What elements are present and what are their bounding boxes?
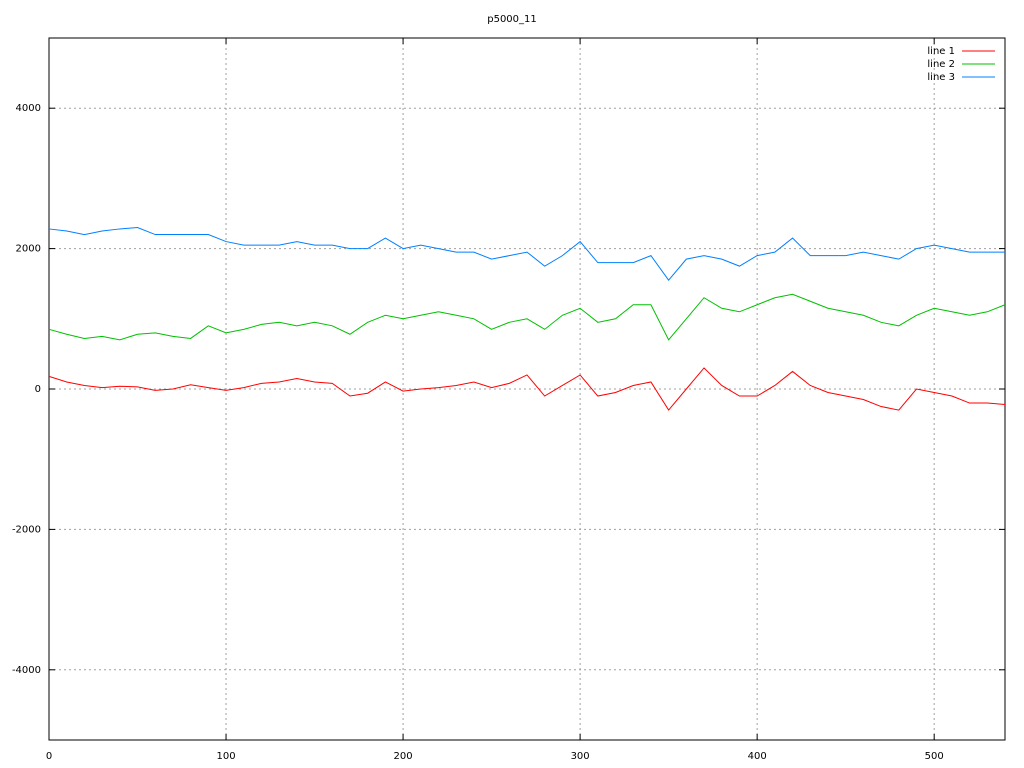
x-tick-label: 100 — [216, 751, 235, 762]
legend-label: line 1 — [927, 46, 955, 57]
x-tick-label: 0 — [46, 751, 52, 762]
y-tick-label: 4000 — [16, 103, 41, 114]
x-tick-label: 200 — [394, 751, 413, 762]
x-tick-label: 500 — [925, 751, 944, 762]
chart-title: p5000_11 — [487, 14, 537, 25]
data-line — [48, 293, 1006, 341]
x-tick-label: 400 — [748, 751, 767, 762]
y-tick-label: 0 — [35, 384, 41, 395]
y-tick-label: -4000 — [12, 665, 41, 676]
data-line — [48, 227, 1005, 282]
legend-label: line 2 — [927, 59, 955, 70]
legend-label: line 3 — [927, 72, 955, 83]
y-tick-label: -2000 — [12, 524, 41, 535]
plot-border — [48, 37, 1006, 741]
x-tick-label: 300 — [571, 751, 590, 762]
y-tick-label: 2000 — [16, 244, 41, 255]
data-line — [48, 367, 1006, 411]
